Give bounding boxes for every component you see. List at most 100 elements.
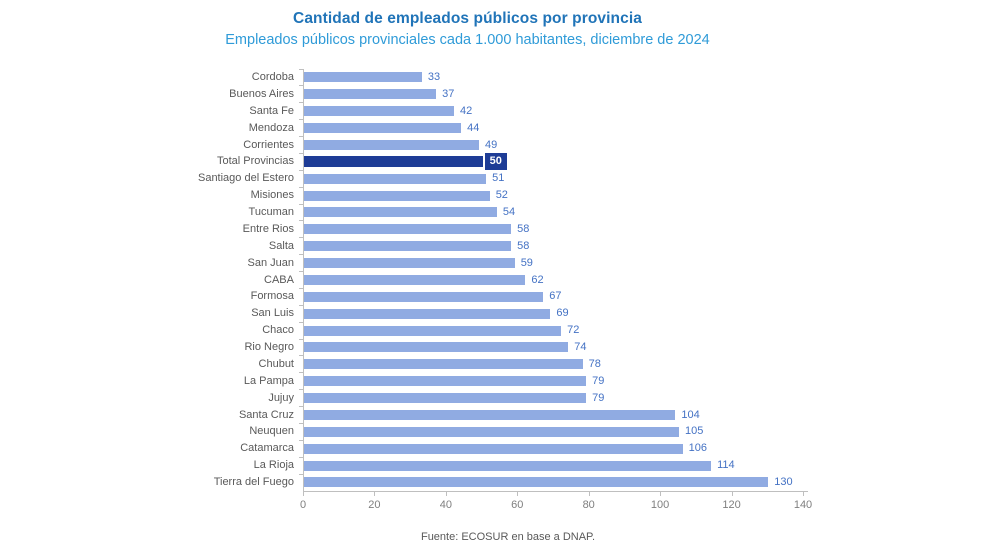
bar-track: 58 bbox=[303, 220, 808, 238]
bar-row: Entre Rios 58 bbox=[195, 220, 808, 238]
bar-track: 114 bbox=[303, 457, 808, 474]
x-axis-tick-label: 20 bbox=[368, 499, 381, 511]
category-label: CABA bbox=[264, 273, 294, 286]
category-label: Formosa bbox=[250, 290, 294, 303]
bar-track: 74 bbox=[303, 339, 808, 356]
category-label: San Juan bbox=[247, 256, 294, 269]
bar-row: La Pampa 79 bbox=[195, 372, 808, 390]
bar-row: Mendoza 44 bbox=[195, 119, 808, 137]
category-label: Chaco bbox=[262, 324, 294, 337]
bar bbox=[304, 224, 512, 235]
category-label: Santiago del Estero bbox=[197, 172, 294, 185]
bar-row: San Luis 69 bbox=[195, 304, 808, 323]
bar-track: 78 bbox=[303, 355, 808, 373]
bar bbox=[304, 89, 437, 100]
x-axis-tick-label: 100 bbox=[650, 499, 670, 511]
x-axis-tick bbox=[660, 492, 662, 496]
category-label: Neuquen bbox=[249, 425, 294, 438]
bar-chart: Cordoba 33 Buenos Aires 37 Santa Fe 42 Mendoza… bbox=[195, 68, 835, 517]
bar bbox=[304, 72, 422, 83]
category-label: Cordoba bbox=[251, 71, 294, 83]
value-label: 62 bbox=[531, 273, 544, 286]
bar-track: 69 bbox=[303, 305, 808, 323]
category-label: Salta bbox=[268, 239, 294, 252]
bar-row: Neuquen 105 bbox=[195, 422, 808, 441]
x-axis-tick bbox=[588, 492, 590, 496]
x-axis: 0 20 40 60 80 100 120 140 bbox=[299, 491, 812, 517]
bar-row: Tierra del Fuego 130 bbox=[195, 473, 808, 491]
bar-track: 58 bbox=[303, 237, 808, 255]
category-label: Rio Negro bbox=[244, 341, 294, 353]
bar-row: Chaco 72 bbox=[195, 321, 808, 339]
bar-track: 79 bbox=[303, 372, 808, 390]
bar-track: 67 bbox=[303, 288, 808, 306]
x-axis-tick-label: 80 bbox=[582, 499, 595, 511]
bar-row: La Rioja 114 bbox=[195, 456, 808, 474]
bar-row: Jujuy 79 bbox=[195, 389, 808, 407]
x-axis-tick-label: 0 bbox=[299, 499, 307, 511]
bar bbox=[304, 207, 497, 218]
value-label: 79 bbox=[592, 391, 605, 404]
bar bbox=[304, 325, 562, 336]
bar bbox=[304, 258, 515, 269]
chart-title: Cantidad de empleados públicos por provi… bbox=[293, 10, 642, 27]
bar-row: Buenos Aires 37 bbox=[195, 85, 808, 103]
value-label: 51 bbox=[492, 172, 505, 185]
bar-track: 104 bbox=[303, 406, 808, 424]
x-axis-tick bbox=[374, 492, 376, 496]
bar-row: Rio Negro 74 bbox=[195, 338, 808, 356]
bar-row: Formosa 67 bbox=[195, 287, 808, 306]
bar bbox=[304, 241, 512, 252]
bar-track: 62 bbox=[303, 271, 808, 289]
bar-track: 52 bbox=[303, 187, 808, 204]
bar-rows: Cordoba 33 Buenos Aires 37 Santa Fe 42 Mendoza… bbox=[195, 68, 808, 491]
bar bbox=[304, 426, 679, 437]
value-label: 79 bbox=[592, 374, 605, 387]
bar bbox=[304, 460, 712, 471]
bar-track: 44 bbox=[303, 119, 808, 137]
value-label: 49 bbox=[485, 138, 498, 151]
bar bbox=[304, 274, 526, 285]
value-label: 44 bbox=[467, 121, 480, 134]
category-label: Chubut bbox=[258, 357, 294, 370]
bar-row: Corrientes 49 bbox=[195, 136, 808, 154]
value-label: 104 bbox=[681, 408, 700, 421]
bar bbox=[304, 123, 462, 134]
value-label: 105 bbox=[685, 425, 704, 438]
bar-track: 50 bbox=[303, 153, 808, 171]
bar-row: San Juan 59 bbox=[195, 254, 808, 272]
bar bbox=[304, 443, 683, 454]
x-axis-tick bbox=[731, 492, 733, 496]
bar-track: 37 bbox=[303, 85, 808, 103]
bar-row: Tucuman 54 bbox=[195, 203, 808, 221]
category-label: La Rioja bbox=[253, 459, 294, 472]
bar-highlight bbox=[304, 156, 483, 168]
bar-row: Salta 58 bbox=[195, 237, 808, 255]
value-label: 42 bbox=[460, 104, 473, 117]
bar-track: 59 bbox=[303, 254, 808, 272]
category-label: Santa Fe bbox=[249, 104, 294, 117]
category-label: Buenos Aires bbox=[229, 87, 294, 100]
category-label: San Luis bbox=[251, 307, 294, 320]
bar-row: Misiones 52 bbox=[195, 186, 808, 204]
x-axis-tick-label: 120 bbox=[722, 499, 741, 511]
chart-subtitle: Empleados públicos provinciales cada 1.0… bbox=[225, 32, 710, 48]
x-axis-tick-label: 40 bbox=[439, 499, 453, 511]
bar-track: 106 bbox=[303, 440, 808, 458]
bar bbox=[304, 106, 454, 117]
bar-track: 51 bbox=[303, 170, 808, 188]
value-label-highlight: 50 bbox=[484, 153, 507, 171]
category-label: Jujuy bbox=[268, 391, 294, 404]
bar-row: Total Provincias 50 bbox=[195, 152, 808, 171]
value-label: 58 bbox=[517, 222, 530, 235]
category-label: Catamarca bbox=[240, 442, 294, 455]
category-label: Mendoza bbox=[248, 121, 294, 134]
bar-track: 49 bbox=[303, 136, 808, 154]
bar-track: 130 bbox=[303, 474, 808, 491]
value-label: 37 bbox=[442, 87, 455, 100]
value-label: 52 bbox=[495, 189, 508, 202]
bar bbox=[304, 291, 544, 302]
bar-row: Santa Fe 42 bbox=[195, 102, 808, 120]
category-label: Total Provincias bbox=[216, 155, 294, 168]
